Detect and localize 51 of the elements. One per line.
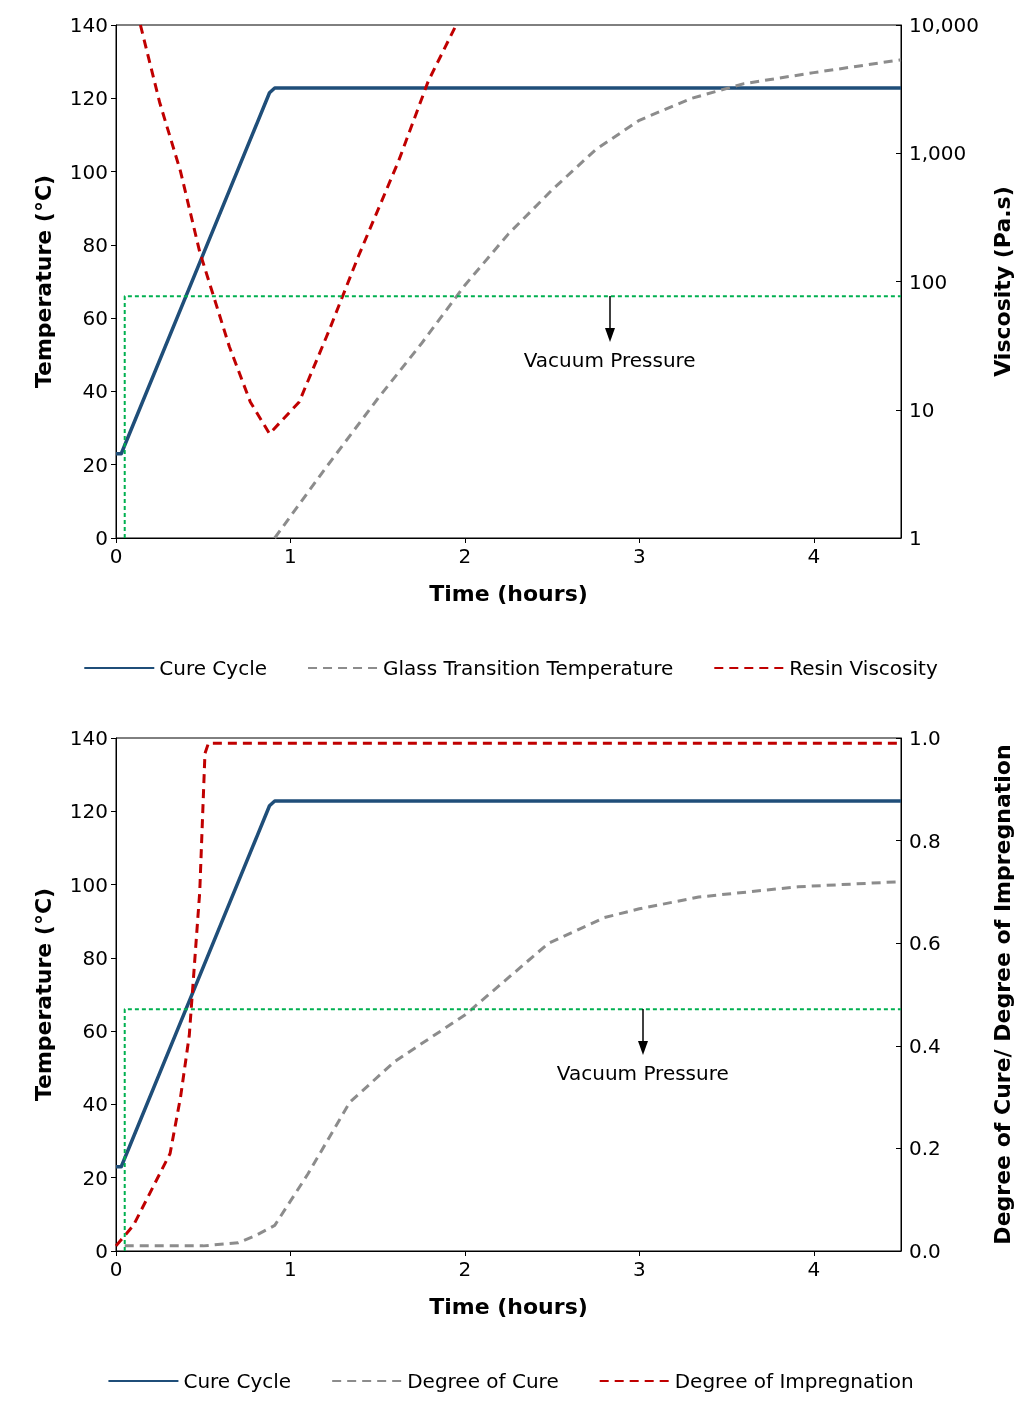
x-tick-label: 4 — [807, 1257, 821, 1281]
y2-tick-label: 1,000 — [909, 141, 967, 166]
y-tick-label: 0 — [95, 1239, 108, 1263]
legend-label: Cure Cycle — [159, 656, 268, 680]
y2-tick-label: 0.8 — [909, 828, 941, 853]
line-series — [273, 58, 903, 540]
y-tick-label: 20 — [82, 1165, 108, 1190]
x-tick-label: 1 — [284, 1257, 297, 1281]
x-axis-title: Time (hours) — [429, 1293, 588, 1319]
y2-tick-label: 0.4 — [909, 1033, 941, 1058]
y-tick-label: 100 — [69, 159, 108, 184]
y-tick-label: 140 — [69, 726, 108, 750]
x-axis-title: Time (hours) — [429, 580, 588, 606]
y-tick-label: 0 — [95, 526, 108, 550]
y-tick-label: 60 — [82, 306, 108, 331]
x-tick-label: 3 — [632, 1257, 646, 1281]
legend-label: Degree of Cure — [407, 1369, 559, 1393]
y2-tick-label: 0.2 — [909, 1136, 941, 1161]
y-tick-label: 80 — [82, 232, 108, 257]
y-tick-label: 140 — [69, 13, 108, 37]
y-tick-label: 60 — [82, 1019, 108, 1044]
y2-axis-title: Degree of Cure/ Degree of Impregnation — [989, 744, 1015, 1245]
y-axis-title: Temperature (°C) — [30, 887, 56, 1102]
y-tick-label: 40 — [82, 379, 108, 404]
x-tick-label: 2 — [458, 1257, 472, 1281]
y-tick-label: 120 — [69, 86, 108, 111]
y2-axis-title: Viscosity (Pa.s) — [989, 186, 1015, 377]
annotation: Vacuum Pressure — [556, 1061, 729, 1086]
y2-tick-label: 0.0 — [909, 1239, 941, 1263]
annotation: Vacuum Pressure — [523, 348, 696, 373]
y-tick-label: 100 — [69, 872, 108, 897]
y2-tick-label: 10,000 — [909, 13, 979, 37]
legend-label: Cure Cycle — [183, 1369, 292, 1393]
y2-tick-label: 100 — [909, 269, 948, 294]
legend-label: Resin Viscosity — [789, 656, 938, 680]
y-axis-title: Temperature (°C) — [30, 174, 56, 389]
line-series — [138, 23, 458, 436]
y2-tick-label: 0.6 — [909, 931, 941, 956]
y2-tick-label: 1 — [909, 526, 922, 550]
y2-tick-label: 1.0 — [909, 726, 941, 750]
legend-label: Degree of Impregnation — [674, 1369, 914, 1393]
x-tick-label: 3 — [632, 544, 646, 568]
y2-tick-label: 10 — [909, 397, 935, 422]
y-tick-label: 120 — [69, 799, 108, 824]
x-tick-label: 1 — [284, 544, 297, 568]
y-tick-label: 40 — [82, 1092, 108, 1117]
y-tick-label: 80 — [82, 945, 108, 970]
x-tick-label: 4 — [807, 544, 821, 568]
x-tick-label: 2 — [458, 544, 472, 568]
legend-label: Glass Transition Temperature — [383, 656, 674, 680]
y-tick-label: 20 — [82, 452, 108, 477]
